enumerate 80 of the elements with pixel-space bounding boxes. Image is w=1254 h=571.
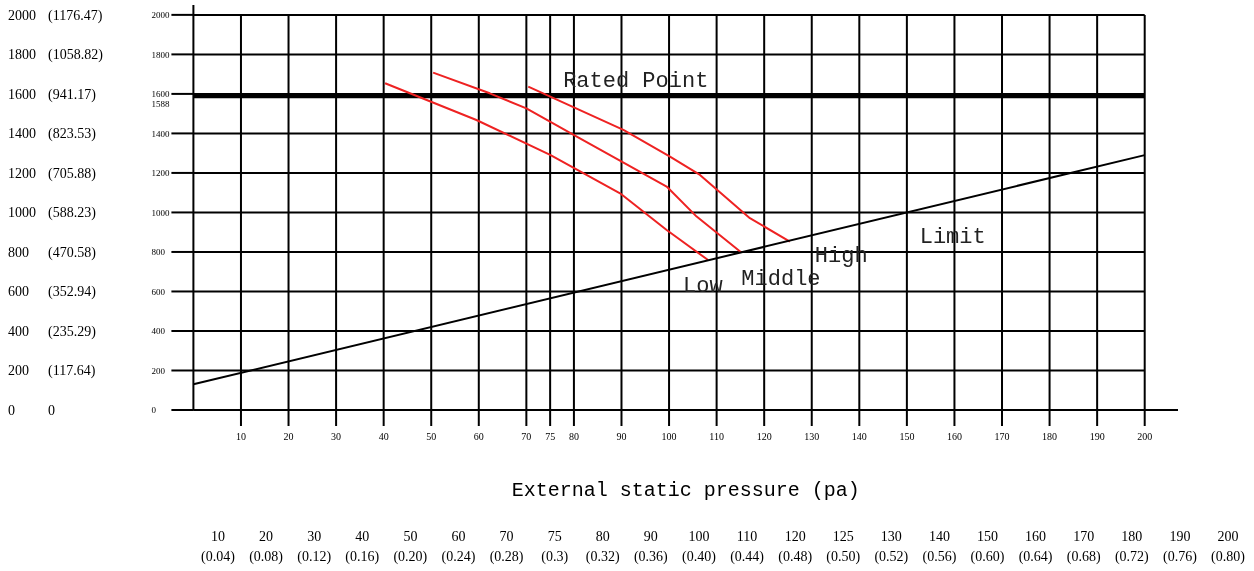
y3-tick-label: 1400 — [151, 128, 170, 139]
text: 80 (0.32) — [585, 529, 621, 565]
y2-tick-label: (117.64) — [48, 363, 96, 380]
y2-tick-label: (235.29) — [48, 323, 97, 340]
x-tick-label: 130 — [804, 431, 820, 442]
x-tick-label: 110 — [709, 431, 724, 442]
x-tick-label: 140 — [851, 431, 867, 442]
text: 50 (0.20) — [393, 529, 428, 565]
x-tick-label: 20 — [283, 431, 294, 442]
x-axis-title: External static pressure (pa) — [511, 479, 860, 502]
y3-tick-label: 1000 — [151, 207, 170, 218]
y2-tick-label: (1176.47) — [48, 7, 103, 24]
line-series — [527, 85, 791, 243]
text: 75 (0.3) — [541, 529, 569, 565]
y-tick-label: 0 — [8, 402, 15, 418]
text: 180 (0.72) — [1114, 529, 1150, 565]
y-tick-label: 600 — [8, 284, 29, 300]
y2-tick-label: (705.88) — [48, 165, 97, 182]
y2-tick-label: (470.58) — [48, 244, 97, 261]
y2-tick-label: (941.17) — [48, 86, 97, 103]
y3-tick-label: 600 — [151, 286, 166, 297]
y-tick-label: 1200 — [8, 165, 36, 181]
line-series — [432, 71, 743, 254]
x-tick-label: 80 — [568, 431, 579, 442]
x-tick-label: 60 — [473, 431, 484, 442]
y-tick-label: 1400 — [8, 126, 36, 142]
y3-tick-label: 1800 — [151, 49, 170, 60]
x-tick-label: 180 — [1042, 431, 1058, 442]
text: 30 (0.12) — [297, 529, 332, 565]
x-tick-label: 100 — [661, 431, 677, 442]
x-tick-label: 90 — [616, 431, 627, 442]
y3-tick-label: 1600 — [151, 89, 170, 100]
y2-tick-label: (352.94) — [48, 284, 97, 301]
text: 170 (0.68) — [1066, 529, 1101, 565]
x-tick-label: 10 — [235, 431, 246, 442]
text: 125 (0.50) — [826, 529, 861, 565]
text: 40 (0.16) — [345, 529, 380, 565]
y2-tick-label: 0 — [48, 402, 55, 418]
y3-tick-label: 1200 — [151, 168, 170, 179]
x-tick-label: 40 — [378, 431, 389, 442]
x-tick-label: 50 — [426, 431, 437, 442]
y2-tick-label: (823.53) — [48, 126, 97, 143]
text: 120 (0.48) — [778, 529, 813, 565]
text: 90 (0.36) — [633, 529, 669, 565]
y-tick-label: 200 — [8, 363, 29, 379]
y3-tick-label: 2000 — [151, 10, 170, 21]
y-tick-label: 1000 — [8, 205, 36, 221]
y-tick-label: 1800 — [8, 47, 36, 63]
y3-tick-label: 0 — [151, 405, 157, 416]
ref-line-label: 1588 — [151, 99, 170, 110]
text: 140 (0.56) — [922, 529, 957, 565]
text: 190 (0.76) — [1162, 529, 1198, 565]
text: 110 (0.44) — [730, 529, 765, 565]
x-tick-label: 160 — [946, 431, 962, 442]
y2-tick-label: (588.23) — [48, 205, 97, 222]
y3-tick-label: 800 — [151, 247, 166, 258]
y2-tick-label: (1058.82) — [48, 47, 104, 64]
x-tick-label: 70 — [521, 431, 532, 442]
text: 150 (0.60) — [970, 529, 1005, 565]
x-tick-label: 120 — [756, 431, 772, 442]
x-tick-label: 75 — [545, 431, 556, 442]
x-tick-label: 170 — [994, 431, 1010, 442]
text: 160 (0.64) — [1018, 529, 1053, 565]
y3-tick-label: 400 — [151, 326, 166, 337]
text: 60 (0.24) — [441, 529, 476, 565]
text: 70 (0.28) — [489, 529, 524, 565]
text: 200 (0.80) — [1211, 529, 1246, 565]
text: 130 (0.52) — [874, 529, 909, 565]
x-tick-label: 150 — [899, 431, 915, 442]
y-tick-label: 800 — [8, 244, 29, 260]
y3-tick-label: 200 — [151, 365, 166, 376]
text: 20 (0.08) — [249, 529, 284, 565]
y-tick-label: 2000 — [8, 7, 36, 23]
text: 10 (0.04) — [201, 529, 236, 565]
text: 100 (0.40) — [682, 529, 717, 565]
y-tick-label: 400 — [8, 323, 29, 339]
x-tick-label: 190 — [1089, 431, 1105, 442]
x-tick-label: 200 — [1137, 431, 1153, 442]
y-tick-label: 1600 — [8, 86, 36, 102]
x-tick-label: 30 — [331, 431, 342, 442]
